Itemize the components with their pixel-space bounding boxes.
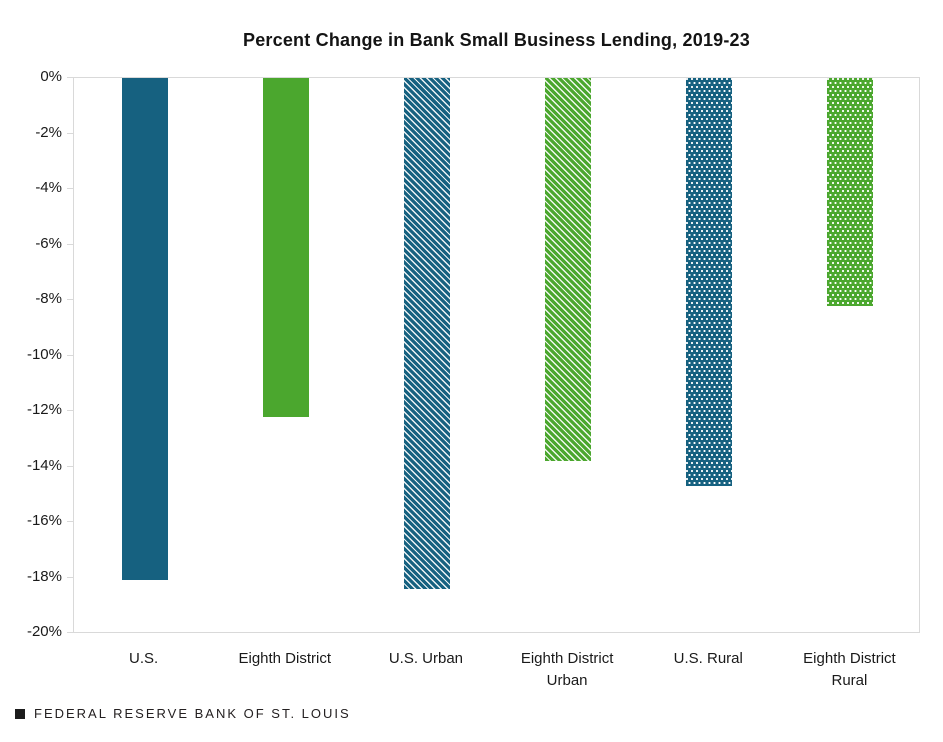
bar-eighth-district (263, 78, 309, 417)
x-axis-labels: U.S. Eighth District U.S. Urban Eighth Dist… (73, 648, 920, 692)
brand-footer: FEDERAL RESERVE BANK OF ST. LOUIS (15, 706, 351, 721)
y-axis-tick (67, 354, 73, 356)
bar-u-s-rural (686, 78, 732, 486)
y-axis-label: -12% (26, 401, 62, 418)
bar-u-s-urban (404, 78, 450, 589)
y-axis-label: -6% (35, 234, 62, 252)
y-axis-tick (67, 132, 73, 134)
y-axis-label: -2% (35, 123, 62, 141)
y-axis-tick (67, 243, 73, 245)
y-axis-tick (67, 188, 73, 189)
y-axis-tick (67, 632, 73, 633)
bar-u-s (122, 78, 168, 580)
bar-eighth-district-urban (545, 78, 591, 461)
y-axis-label: -14% (26, 456, 62, 474)
y-axis-label: -20% (26, 623, 62, 640)
y-axis-tick (67, 77, 73, 78)
y-axis-label: -8% (35, 290, 62, 307)
y-axis-label: -18% (26, 567, 62, 585)
x-axis-label: U.S. Urban (388, 650, 464, 667)
x-axis-label: Eighth District Rural (803, 650, 896, 689)
y-axis-tick (67, 576, 73, 578)
x-axis-label: Eighth District Urban (520, 650, 614, 689)
x-axis-label: U.S. Rural (673, 650, 743, 667)
y-axis-tick (67, 521, 73, 522)
y-axis-label: 0% (40, 68, 62, 85)
square-bullet-icon (15, 708, 25, 719)
x-axis-label: U.S. (128, 650, 159, 667)
x-axis-label: Eighth District (238, 650, 332, 667)
y-axis-label: -16% (26, 512, 62, 529)
y-axis-tick (67, 465, 73, 467)
plot-area (73, 77, 920, 633)
bar-eighth-district-rural (827, 78, 873, 306)
chart-title: Percent Change in Bank Small Business Le… (243, 30, 750, 50)
y-axis-label: -10% (26, 345, 62, 363)
brand-text: FEDERAL RESERVE BANK OF ST. LOUIS (34, 706, 351, 721)
y-axis-tick (67, 410, 73, 411)
y-axis-label: -4% (35, 179, 62, 196)
y-axis-tick (67, 299, 73, 300)
